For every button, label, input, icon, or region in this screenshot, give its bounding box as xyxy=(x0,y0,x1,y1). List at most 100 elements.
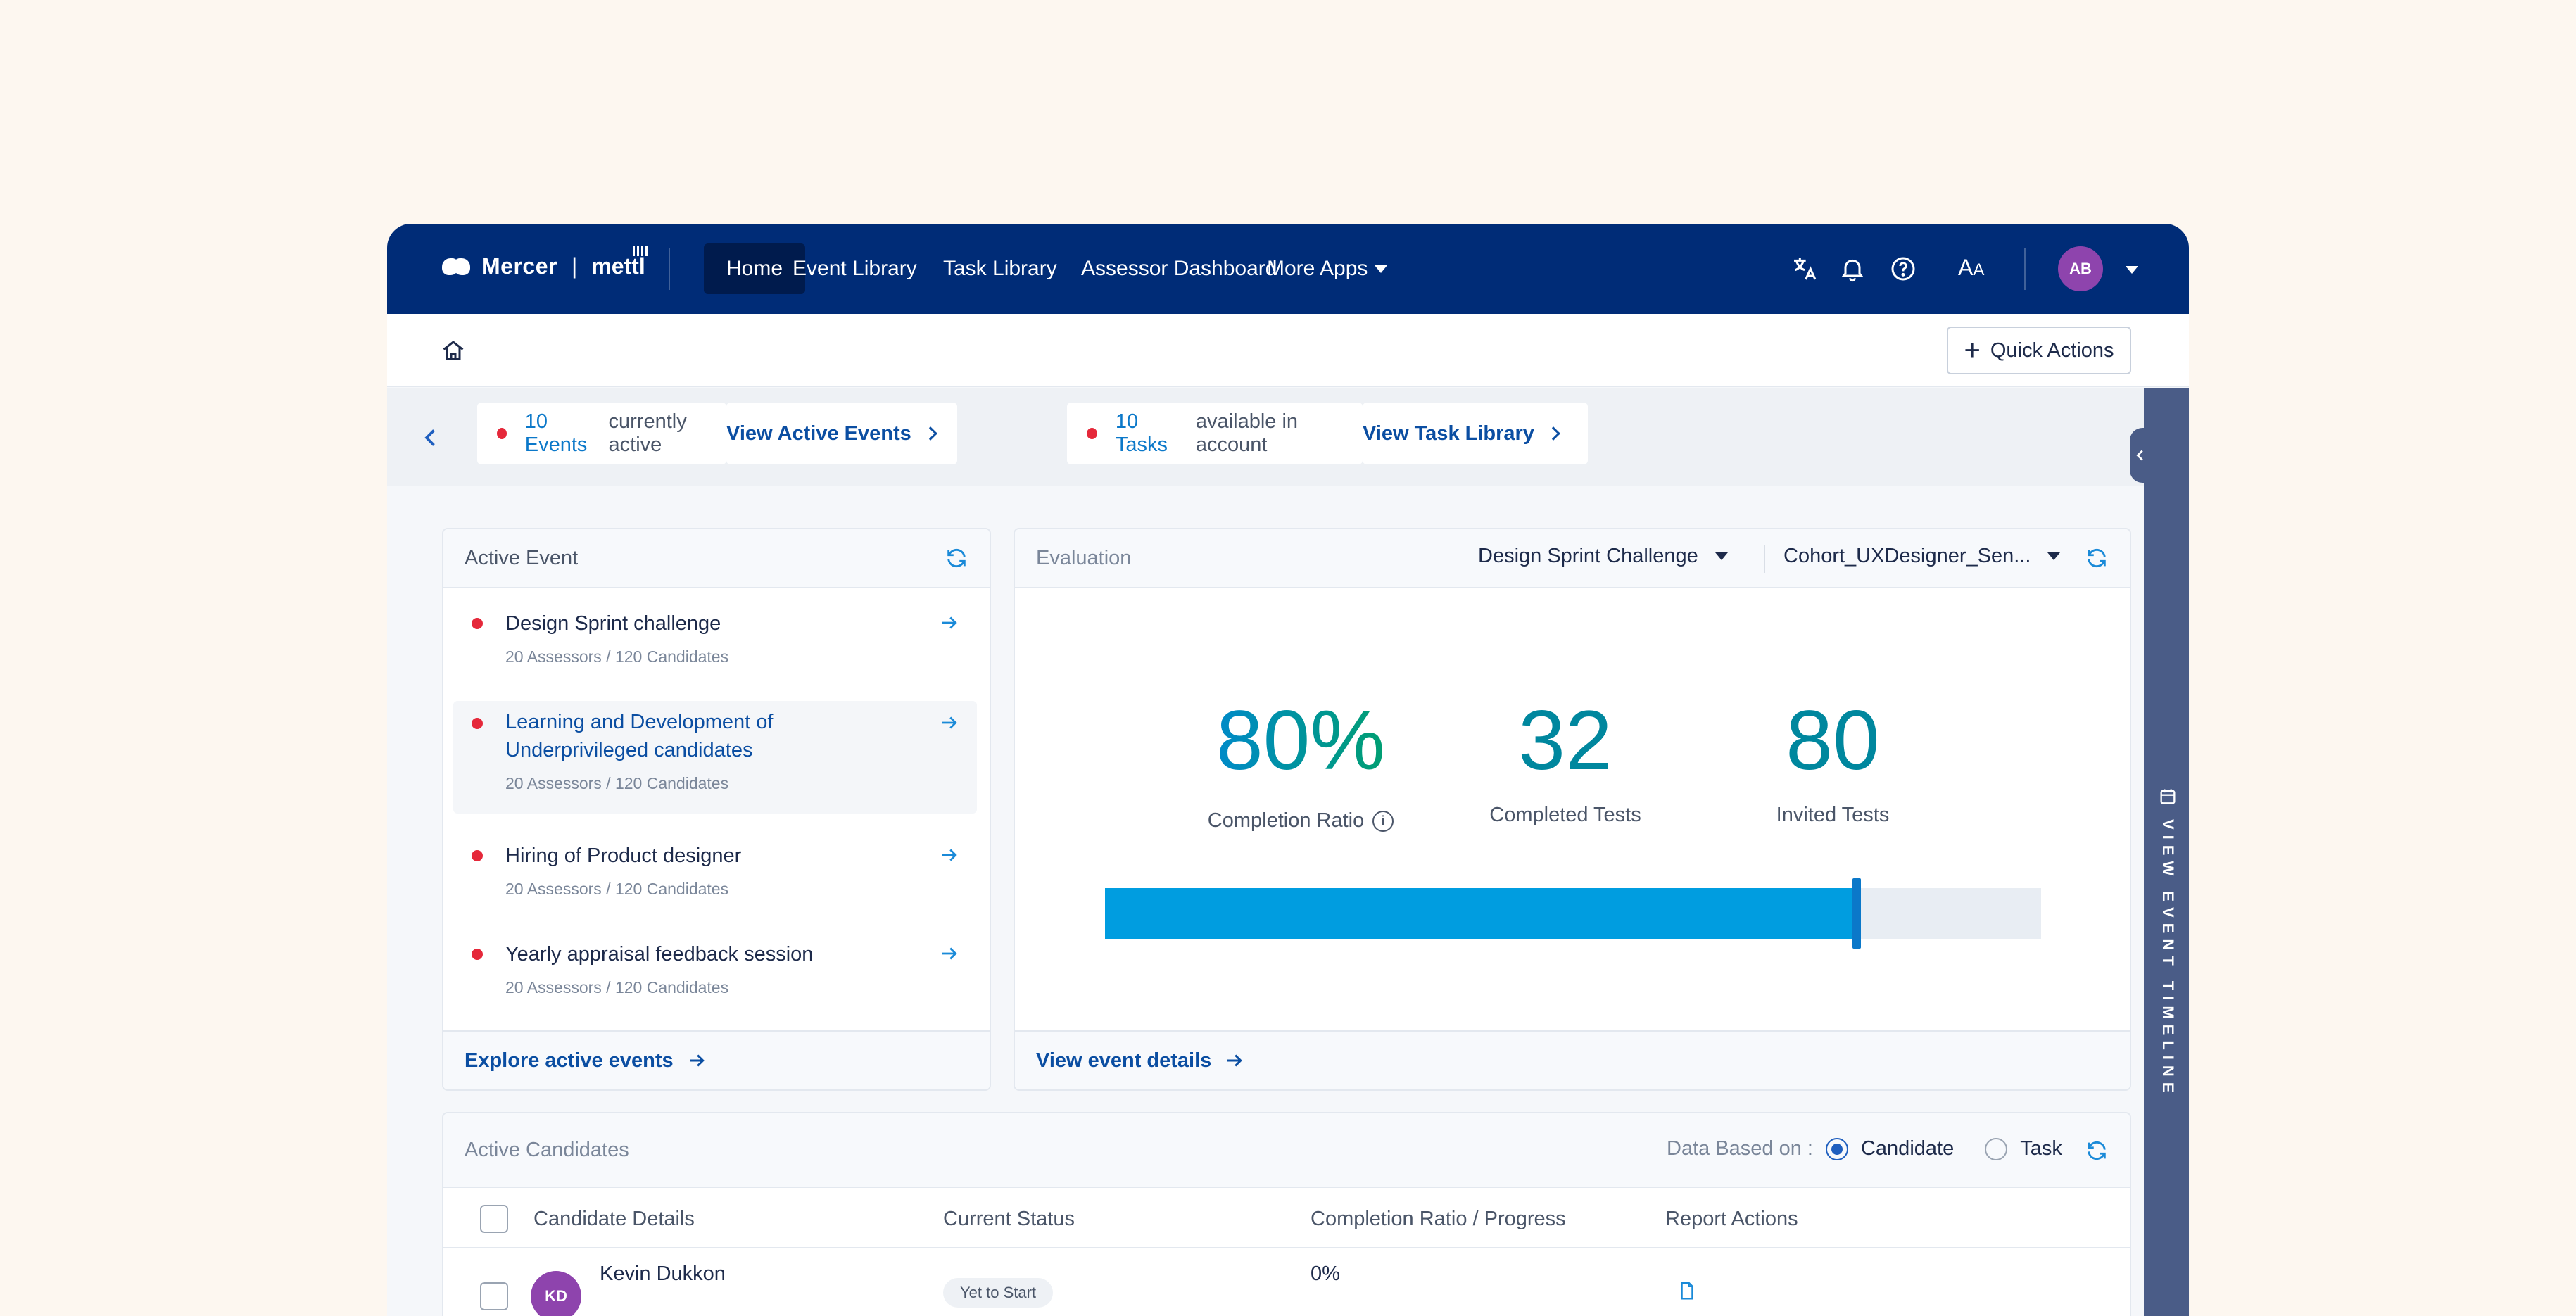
chevron-left-icon[interactable] xyxy=(418,425,443,450)
bell-icon[interactable] xyxy=(1838,255,1867,283)
column-header[interactable]: Report Actions xyxy=(1665,1208,1798,1230)
report-icon[interactable] xyxy=(1677,1278,1698,1303)
status-ticker: 10 Events currently active View Active E… xyxy=(387,388,2144,486)
active-event-title: Active Event xyxy=(465,546,579,569)
alert-dot xyxy=(1087,428,1097,439)
chevron-right-icon xyxy=(923,426,937,441)
nav-home[interactable]: Home xyxy=(704,243,806,294)
column-header[interactable]: Candidate Details xyxy=(533,1208,695,1230)
chevron-left-icon xyxy=(2136,450,2143,461)
nav-divider xyxy=(669,248,670,290)
list-item[interactable]: Learning and Development of Underprivile… xyxy=(453,701,977,814)
candidate-name[interactable]: Kevin Dukkon xyxy=(600,1263,726,1285)
data-based-on-label: Data Based on : xyxy=(1667,1137,1813,1160)
help-icon[interactable] xyxy=(1889,255,1917,283)
list-item[interactable]: Design Sprint challenge 20 Assessors / 1… xyxy=(453,609,977,694)
app-window: Mercer | mettl Home Event Library Task L… xyxy=(387,224,2189,1316)
evaluation-title: Evaluation xyxy=(1036,546,1132,569)
data-based-on-group: Data Based on : Candidate Task xyxy=(1667,1137,2062,1160)
tasks-pill: 10 Tasks available in account xyxy=(1067,403,1363,464)
table-row[interactable]: KD Kevin Dukkon Yet to Start 0% xyxy=(443,1250,2130,1316)
view-event-timeline-button[interactable]: VIEW EVENT TIMELINE xyxy=(2155,787,2180,1111)
font-size-icon[interactable]: AA xyxy=(1958,255,1984,281)
caret-down-icon xyxy=(1375,265,1388,273)
font-size-label-small: A xyxy=(1973,260,1985,279)
caret-down-icon xyxy=(1715,552,1728,560)
caret-down-icon xyxy=(2047,552,2061,560)
refresh-icon[interactable] xyxy=(2085,546,2109,570)
active-event-header: Active Event xyxy=(443,529,990,588)
quick-actions-button[interactable]: + Quick Actions xyxy=(1947,327,2131,374)
active-event-card: Active Event Design Sprint challenge 20 … xyxy=(442,528,991,1091)
view-task-library-link[interactable]: View Task Library xyxy=(1363,403,1588,464)
invited-tests-label: Invited Tests xyxy=(1776,804,1890,826)
column-header[interactable]: Completion Ratio / Progress xyxy=(1311,1208,1566,1230)
evaluation-header: Evaluation Design Sprint Challenge Cohor… xyxy=(1015,529,2130,588)
task-radio[interactable] xyxy=(1985,1137,2008,1160)
event-timeline-panel[interactable] xyxy=(2144,388,2189,1316)
arrow-right-icon[interactable] xyxy=(939,612,960,633)
nav-more-apps-label: More Apps xyxy=(1267,257,1368,280)
refresh-icon[interactable] xyxy=(2085,1139,2109,1163)
timeline-collapse-tab[interactable] xyxy=(2130,428,2151,483)
evaluation-card: Evaluation Design Sprint Challenge Cohor… xyxy=(1014,528,2131,1091)
row-checkbox[interactable] xyxy=(480,1282,508,1310)
list-item[interactable]: Yearly appraisal feedback session 20 Ass… xyxy=(453,940,977,1025)
event-title: Yearly appraisal feedback session xyxy=(505,943,814,966)
completed-tests-label: Completed Tests xyxy=(1489,804,1641,826)
list-item[interactable]: Hiring of Product designer 20 Assessors … xyxy=(453,842,977,926)
explore-active-events-link[interactable]: Explore active events xyxy=(443,1030,990,1089)
event-title: Hiring of Product designer xyxy=(505,844,742,867)
event-select[interactable]: Design Sprint Challenge xyxy=(1478,545,1728,568)
alert-dot xyxy=(497,428,507,439)
avatar[interactable]: AB xyxy=(2058,246,2103,291)
view-event-details-label: View event details xyxy=(1036,1049,1212,1072)
brand-logo[interactable]: Mercer | mettl xyxy=(442,246,649,279)
arrow-right-icon xyxy=(689,1054,705,1067)
avatar-caret-icon[interactable] xyxy=(2126,266,2138,274)
view-task-library-label: View Task Library xyxy=(1363,422,1534,445)
completion-ratio-stat: 80% Completion Ratio i xyxy=(1202,698,1399,833)
active-events-pill: 10 Events currently active xyxy=(477,403,726,464)
arrow-right-icon[interactable] xyxy=(939,712,960,733)
calendar-icon xyxy=(2160,789,2176,804)
nav-more-apps[interactable]: More Apps xyxy=(1244,243,1410,294)
product-name: mettl xyxy=(591,246,649,279)
plus-icon: + xyxy=(1964,335,1981,366)
event-status-dot xyxy=(472,718,483,729)
tasks-text: available in account xyxy=(1195,410,1299,456)
events-text: currently active xyxy=(608,410,687,456)
brand-name: Mercer xyxy=(481,253,557,279)
nav-event-library[interactable]: Event Library xyxy=(770,243,940,294)
candidate-radio[interactable] xyxy=(1825,1137,1848,1160)
nav-assessor-dashboard-label: Assessor Dashboard xyxy=(1081,257,1277,280)
table-header: Candidate Details Current Status Complet… xyxy=(443,1189,2130,1248)
divider xyxy=(1764,545,1765,573)
info-icon[interactable]: i xyxy=(1372,810,1394,832)
nav-assessor-dashboard[interactable]: Assessor Dashboard xyxy=(1059,243,1299,294)
view-event-details-link[interactable]: View event details xyxy=(1015,1030,2130,1089)
home-icon[interactable] xyxy=(441,338,466,363)
mercer-logo-icon xyxy=(442,257,472,277)
cohort-select[interactable]: Cohort_UXDesigner_Sen... xyxy=(1783,545,2061,568)
view-active-events-link[interactable]: View Active Events xyxy=(726,403,957,464)
refresh-icon[interactable] xyxy=(945,546,968,570)
column-header[interactable]: Current Status xyxy=(943,1208,1075,1230)
nav-home-label: Home xyxy=(726,257,783,280)
brand-separator: | xyxy=(571,253,578,279)
arrow-right-icon[interactable] xyxy=(939,943,960,964)
quick-actions-label: Quick Actions xyxy=(1990,339,2114,362)
nav-divider xyxy=(2024,248,2026,290)
select-all-checkbox[interactable] xyxy=(480,1205,508,1233)
translate-icon[interactable] xyxy=(1791,255,1819,283)
chevron-right-icon xyxy=(1546,426,1560,441)
event-select-value: Design Sprint Challenge xyxy=(1478,545,1698,567)
timeline-label: VIEW EVENT TIMELINE xyxy=(2159,819,2177,1099)
arrow-right-icon[interactable] xyxy=(939,844,960,866)
sub-toolbar: + Quick Actions xyxy=(387,314,2189,387)
active-candidates-header: Active Candidates Data Based on : Candid… xyxy=(443,1113,2130,1188)
nav-task-library[interactable]: Task Library xyxy=(921,243,1080,294)
completion-ratio-label: Completion Ratio xyxy=(1207,809,1365,832)
event-meta: 20 Assessors / 120 Candidates xyxy=(505,978,729,997)
top-nav: Mercer | mettl Home Event Library Task L… xyxy=(387,224,2189,314)
